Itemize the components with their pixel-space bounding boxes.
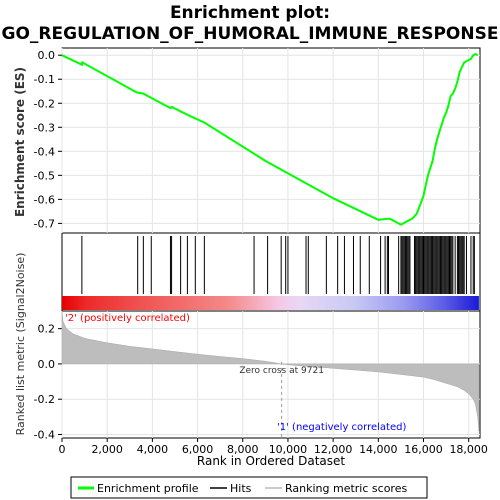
- es-y-axis: 0.0 -0.1 -0.2 -0.3 -0.4 -0.5 -0.6 -0.7: [34, 49, 62, 230]
- chart-title-line2: GO_REGULATION_OF_HUMORAL_IMMUNE_RESPONSE: [2, 24, 499, 44]
- legend-metric-label: Ranking metric scores: [285, 482, 407, 495]
- es-y-tick-label: -0.5: [34, 169, 55, 182]
- es-curve-layer: [61, 52, 479, 226]
- hit-lines: [81, 236, 475, 294]
- metric-y-axis-label: Ranked list metric (Signal2Noise): [14, 253, 27, 436]
- es-panel-frame: [61, 47, 481, 234]
- metric-y-tick-label: 0.0: [38, 358, 56, 371]
- es-y-tick-label: -0.1: [34, 73, 55, 86]
- chart-title-line1: Enrichment plot:: [170, 3, 330, 23]
- x-tick-label: 8,000: [227, 443, 259, 456]
- x-axis: 0 2,000 4,000 6,000 8,000 10,000 12,000 14,000 1…: [59, 438, 488, 456]
- x-tick-label: 6,000: [182, 443, 214, 456]
- enrichment-profile-line: [61, 52, 479, 226]
- x-axis-label: Rank in Ordered Dataset: [197, 454, 345, 468]
- es-y-tick-label: 0.0: [38, 49, 56, 62]
- es-y-tick-label: -0.2: [34, 97, 55, 110]
- metric-y-axis: 0.2 0.0 -0.2 -0.4: [34, 323, 62, 441]
- es-y-tick-label: -0.7: [34, 217, 55, 230]
- rank-color-bar: [62, 296, 479, 310]
- zero-cross-label: Zero cross at 9721: [239, 366, 324, 376]
- metric-y-tick-label: -0.2: [34, 393, 55, 406]
- es-y-axis-label: Enrichment score (ES): [13, 67, 27, 217]
- x-tick-label: 4,000: [137, 443, 169, 456]
- x-tick-label: 16,000: [404, 443, 443, 456]
- negative-correlation-label: '1' (negatively correlated): [277, 422, 406, 433]
- positive-correlation-label: '2' (positively correlated): [65, 313, 190, 324]
- metric-area-layer: [61, 310, 480, 431]
- x-tick-label: 2,000: [91, 443, 123, 456]
- legend-box: [70, 476, 428, 499]
- x-tick-label: 10,000: [269, 443, 308, 456]
- x-tick-label: 18,000: [449, 443, 488, 456]
- metric-y-tick-label: 0.2: [38, 323, 56, 336]
- es-y-tick-label: -0.3: [34, 121, 55, 134]
- x-tick-label: 14,000: [359, 443, 398, 456]
- legend-hits-label: Hits: [230, 482, 252, 495]
- es-y-tick-label: -0.6: [34, 193, 55, 206]
- ranking-metric-area: [61, 310, 480, 431]
- x-tick-label: 0: [59, 443, 66, 456]
- x-tick-label: 12,000: [314, 443, 353, 456]
- es-y-tick-label: -0.4: [34, 145, 55, 158]
- es-gridlines: [61, 48, 480, 233]
- legend-enrichment-label: Enrichment profile: [97, 482, 199, 495]
- metric-y-tick-label: -0.4: [34, 428, 55, 441]
